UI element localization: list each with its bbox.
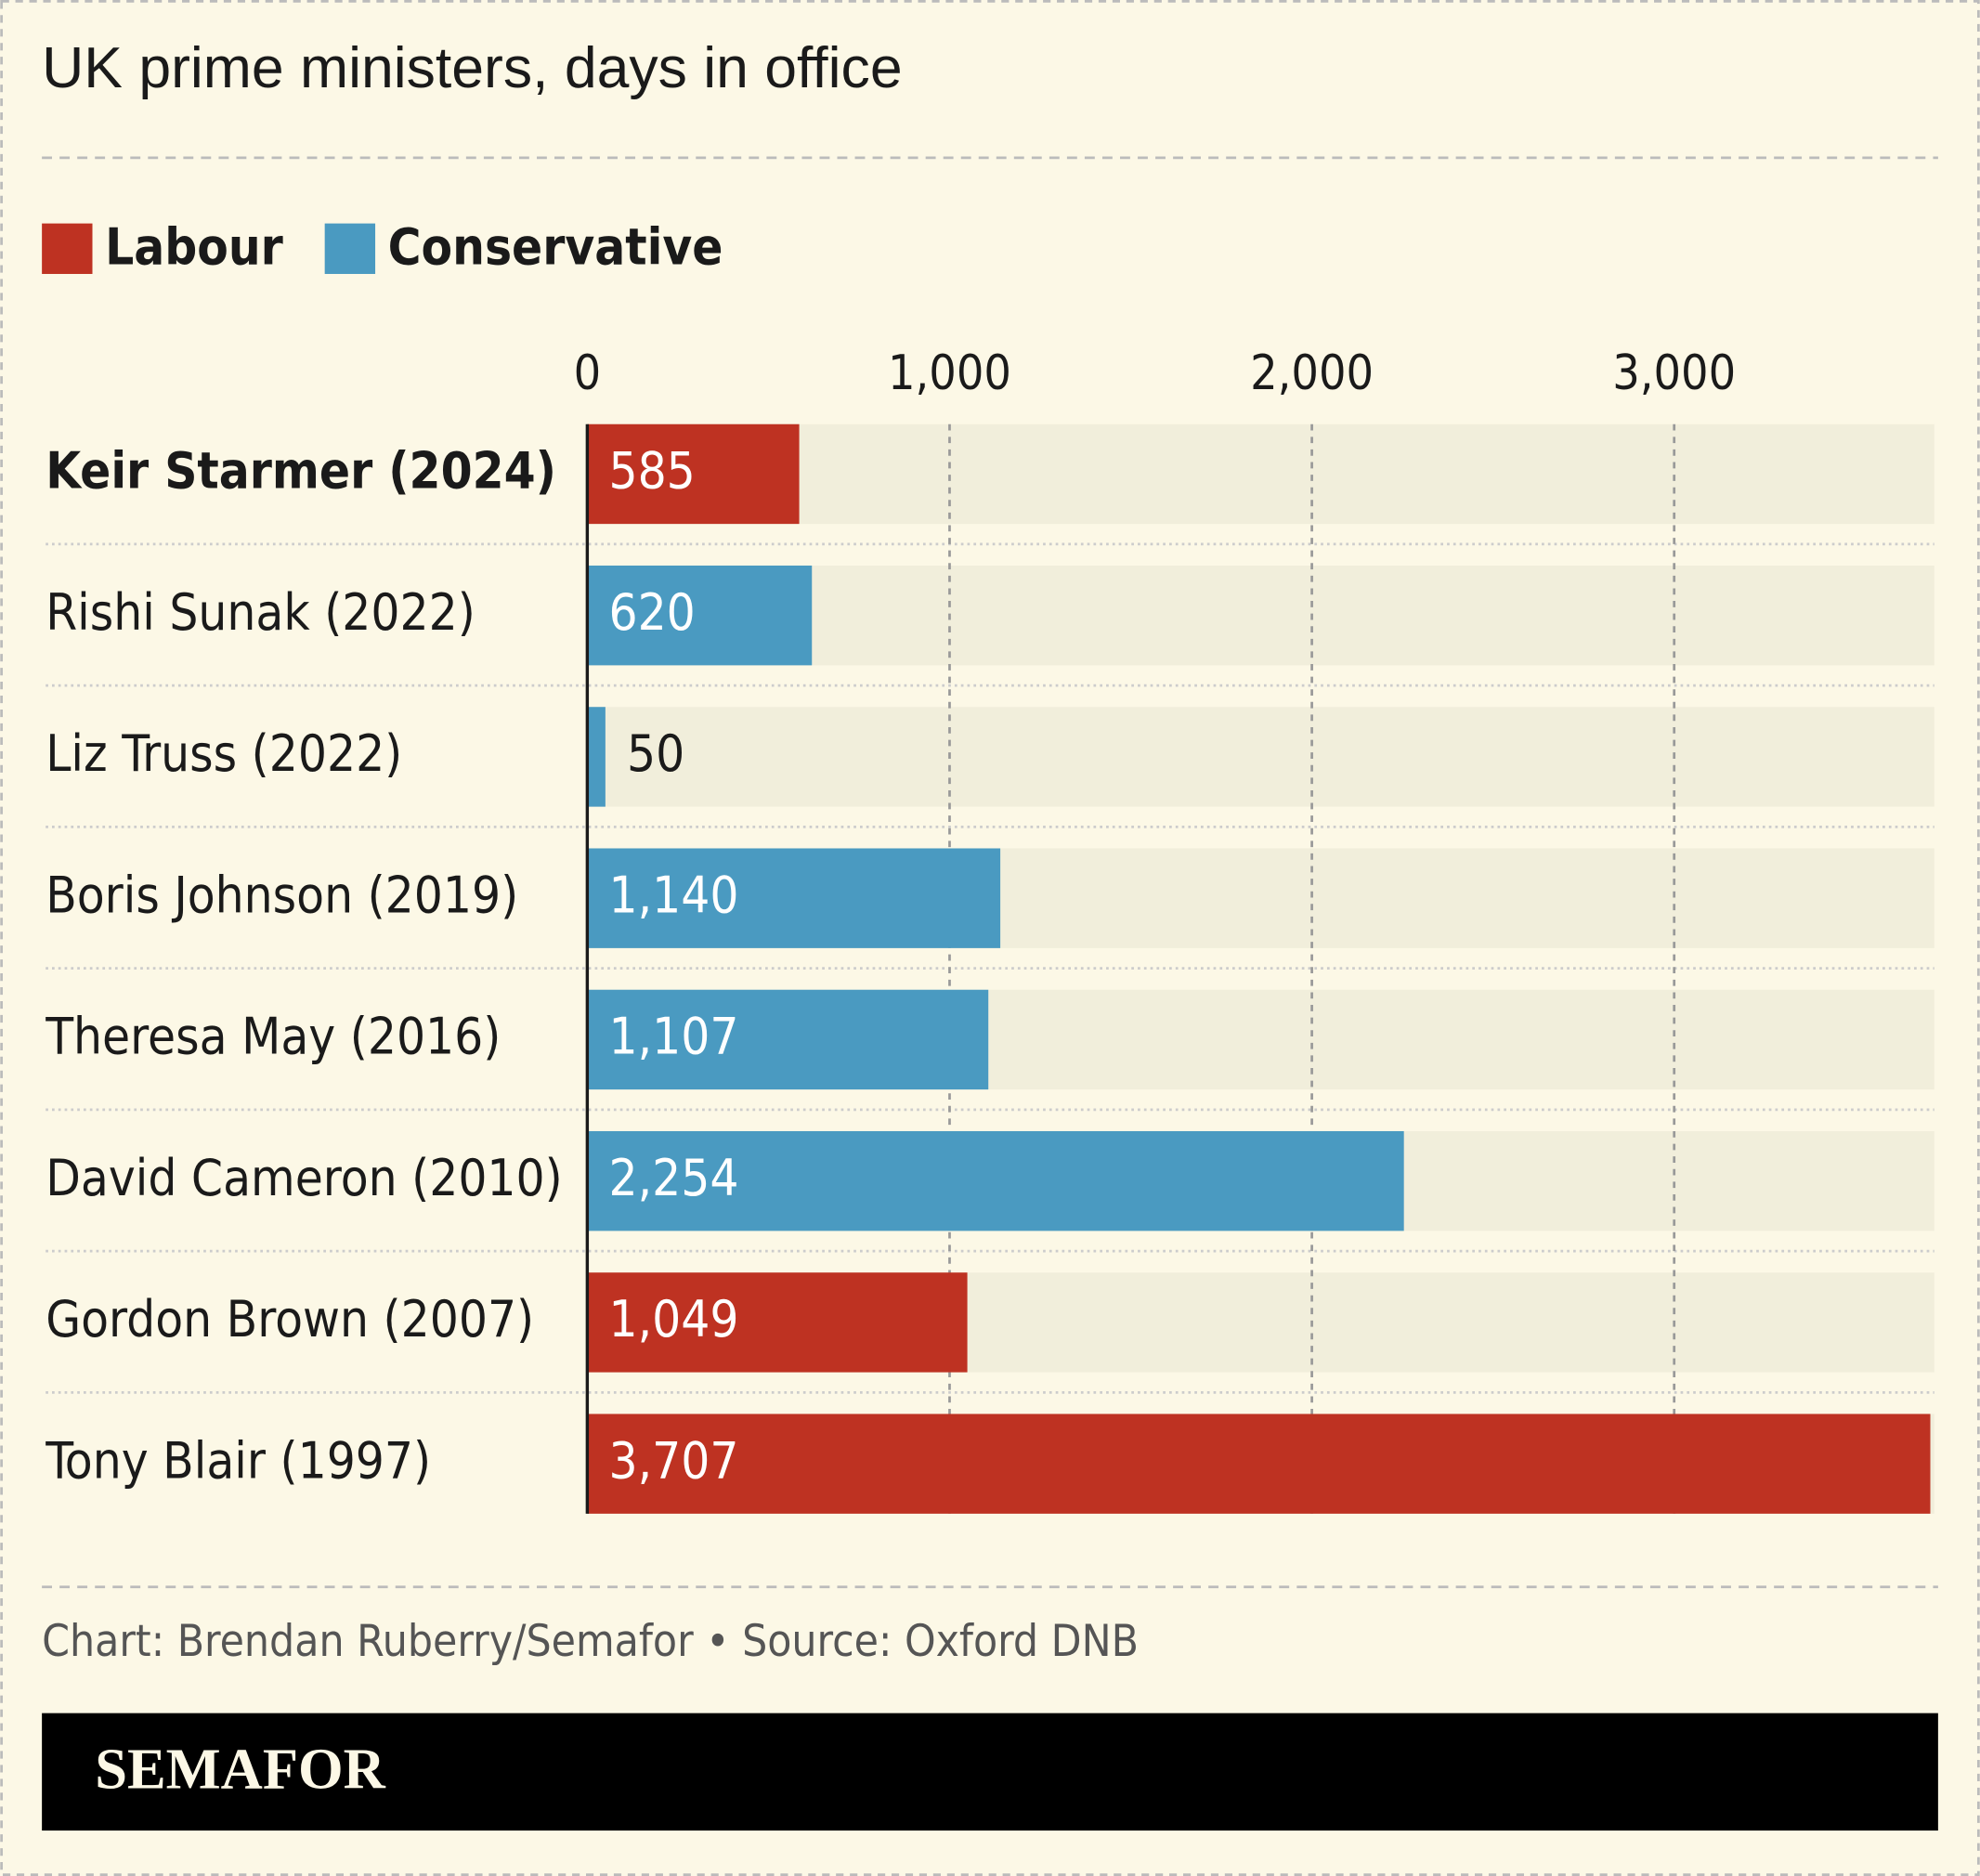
value-label: 50 [627,724,684,783]
value-label: 2,254 [608,1149,738,1207]
value-label: 3,707 [608,1431,738,1490]
category-label: Keir Starmer (2024) [46,442,556,501]
bar [587,1414,1931,1514]
category-label: Rishi Sunak (2022) [46,583,475,642]
value-label: 620 [608,583,695,642]
bar [587,707,606,807]
legend-swatch [324,223,376,274]
category-label: Tony Blair (1997) [45,1431,431,1490]
chart-title: UK prime ministers, days in office [42,35,902,100]
legend-swatch [42,223,93,274]
bar [587,848,1001,948]
brand: SEMAFOR [95,1737,385,1802]
track [587,423,1934,525]
value-label: 585 [608,442,695,501]
source: Chart: Brendan Ruberry/Semafor • Source:… [42,1616,1139,1667]
category-label: David Cameron (2010) [46,1149,563,1207]
legend-label: Labour [105,217,283,276]
brand-bar [42,1713,1938,1831]
bar [587,1272,968,1373]
value-label: 1,140 [608,866,738,924]
category-label: Liz Truss (2022) [46,724,402,783]
category-label: Gordon Brown (2007) [46,1290,534,1348]
legend-label: Conservative [388,217,723,276]
value-label: 1,049 [608,1290,738,1348]
x-tick-label: 1,000 [888,345,1011,401]
bar [587,423,800,525]
value-label: 1,107 [608,1008,738,1066]
x-tick-label: 0 [574,345,602,401]
x-tick-label: 3,000 [1612,345,1736,401]
track [587,707,1934,807]
bar [587,565,813,666]
bar [587,989,989,1090]
x-tick-label: 2,000 [1250,345,1374,401]
bar [587,1130,1404,1231]
category-label: Theresa May (2016) [45,1008,501,1066]
category-label: Boris Johnson (2019) [46,866,518,924]
